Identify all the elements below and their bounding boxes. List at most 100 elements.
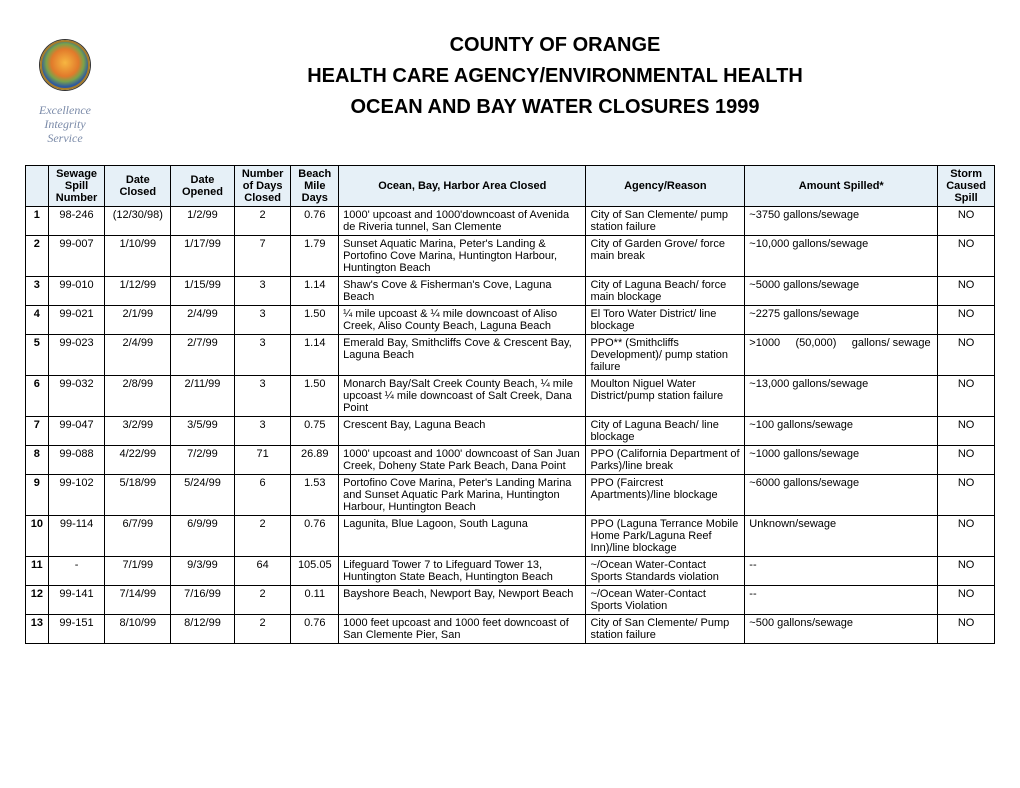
table-cell: 10 <box>26 516 49 557</box>
table-cell: 3 <box>234 376 291 417</box>
table-cell: Sunset Aquatic Marina, Peter's Landing &… <box>339 236 586 277</box>
table-cell: NO <box>938 557 995 586</box>
table-row: 198-246(12/30/98)1/2/9920.761000' upcoas… <box>26 207 995 236</box>
table-cell: ~100 gallons/sewage <box>745 417 938 446</box>
table-cell: NO <box>938 306 995 335</box>
table-cell: 2 <box>234 207 291 236</box>
table-cell: >1000 (50,000) gallons/ sewage <box>745 335 938 376</box>
table-cell: 6/7/99 <box>105 516 171 557</box>
table-cell: 99-141 <box>48 586 105 615</box>
table-cell: 99-010 <box>48 277 105 306</box>
table-cell: 7/1/99 <box>105 557 171 586</box>
table-cell: City of Laguna Beach/ line blockage <box>586 417 745 446</box>
col-header: Sewage Spill Number <box>48 166 105 207</box>
table-cell: 6 <box>234 475 291 516</box>
table-cell: Bayshore Beach, Newport Bay, Newport Bea… <box>339 586 586 615</box>
page-header: Excellence Integrity Service COUNTY OF O… <box>25 30 995 145</box>
table-cell: 2 <box>234 586 291 615</box>
table-cell: Emerald Bay, Smithcliffs Cove & Crescent… <box>339 335 586 376</box>
table-row: 899-0884/22/997/2/997126.891000' upcoast… <box>26 446 995 475</box>
table-row: 999-1025/18/995/24/9961.53Portofino Cove… <box>26 475 995 516</box>
table-cell: 1/17/99 <box>171 236 235 277</box>
table-cell: 1/2/99 <box>171 207 235 236</box>
motto-line: Excellence <box>39 104 91 118</box>
table-cell: 1.14 <box>291 335 339 376</box>
table-head: Sewage Spill Number Date Closed Date Ope… <box>26 166 995 207</box>
table-cell: 3 <box>234 306 291 335</box>
table-cell: NO <box>938 207 995 236</box>
table-cell: 13 <box>26 615 49 644</box>
table-cell: Lagunita, Blue Lagoon, South Laguna <box>339 516 586 557</box>
col-header: Date Opened <box>171 166 235 207</box>
table-row: 1099-1146/7/996/9/9920.76Lagunita, Blue … <box>26 516 995 557</box>
table-cell: 9/3/99 <box>171 557 235 586</box>
table-cell: 8 <box>26 446 49 475</box>
motto-block: Excellence Integrity Service <box>39 104 91 145</box>
table-cell: NO <box>938 446 995 475</box>
table-cell: 99-007 <box>48 236 105 277</box>
col-header: Number of Days Closed <box>234 166 291 207</box>
table-cell: City of Garden Grove/ force main break <box>586 236 745 277</box>
table-cell: ~2275 gallons/sewage <box>745 306 938 335</box>
table-cell: 7 <box>234 236 291 277</box>
table-cell: 99-102 <box>48 475 105 516</box>
table-cell: 7 <box>26 417 49 446</box>
table-cell: 0.11 <box>291 586 339 615</box>
table-cell: PPO (Laguna Terrance Mobile Home Park/La… <box>586 516 745 557</box>
table-cell: 99-021 <box>48 306 105 335</box>
table-cell: 1000' upcoast and 1000' downcoast of San… <box>339 446 586 475</box>
table-cell: 2/1/99 <box>105 306 171 335</box>
col-header <box>26 166 49 207</box>
table-cell: City of Laguna Beach/ force main blockag… <box>586 277 745 306</box>
table-cell: 99-023 <box>48 335 105 376</box>
table-cell: 5/18/99 <box>105 475 171 516</box>
col-header: Date Closed <box>105 166 171 207</box>
table-cell: 1 <box>26 207 49 236</box>
table-cell: - <box>48 557 105 586</box>
table-cell: 71 <box>234 446 291 475</box>
table-cell: 2/4/99 <box>171 306 235 335</box>
title-block: COUNTY OF ORANGE HEALTH CARE AGENCY/ENVI… <box>115 30 995 123</box>
table-cell: Lifeguard Tower 7 to Lifeguard Tower 13,… <box>339 557 586 586</box>
table-cell: ~6000 gallons/sewage <box>745 475 938 516</box>
logo-block: Excellence Integrity Service <box>25 30 105 145</box>
table-cell: ~/Ocean Water-Contact Sports Standards v… <box>586 557 745 586</box>
table-row: 599-0232/4/992/7/9931.14Emerald Bay, Smi… <box>26 335 995 376</box>
table-cell: PPO (California Department of Parks)/lin… <box>586 446 745 475</box>
table-cell: City of San Clemente/ Pump station failu… <box>586 615 745 644</box>
table-cell: 2 <box>234 615 291 644</box>
table-cell: PPO** (Smithcliffs Development)/ pump st… <box>586 335 745 376</box>
table-cell: PPO (Faircrest Apartments)/line blockage <box>586 475 745 516</box>
table-cell: 99-047 <box>48 417 105 446</box>
table-cell: 2/11/99 <box>171 376 235 417</box>
table-cell: Monarch Bay/Salt Creek County Beach, ¼ m… <box>339 376 586 417</box>
table-cell: 1000 feet upcoast and 1000 feet downcoas… <box>339 615 586 644</box>
table-cell: 6 <box>26 376 49 417</box>
motto-line: Integrity <box>39 118 91 132</box>
table-cell: 3/2/99 <box>105 417 171 446</box>
table-cell: -- <box>745 557 938 586</box>
table-row: 399-0101/12/991/15/9931.14Shaw's Cove & … <box>26 277 995 306</box>
table-cell: 1/15/99 <box>171 277 235 306</box>
table-cell: ~5000 gallons/sewage <box>745 277 938 306</box>
table-cell: ¼ mile upcoast & ¼ mile downcoast of Ali… <box>339 306 586 335</box>
table-cell: 4 <box>26 306 49 335</box>
table-cell: 64 <box>234 557 291 586</box>
document-page: Excellence Integrity Service COUNTY OF O… <box>0 0 1020 788</box>
table-cell: 99-151 <box>48 615 105 644</box>
table-cell: NO <box>938 615 995 644</box>
table-cell: 9 <box>26 475 49 516</box>
table-cell: ~3750 gallons/sewage <box>745 207 938 236</box>
table-cell: 7/16/99 <box>171 586 235 615</box>
table-cell: ~500 gallons/sewage <box>745 615 938 644</box>
table-cell: 1.50 <box>291 376 339 417</box>
table-cell: NO <box>938 236 995 277</box>
motto-line: Service <box>39 132 91 146</box>
table-cell: NO <box>938 277 995 306</box>
table-cell: 12 <box>26 586 49 615</box>
table-row: 499-0212/1/992/4/9931.50¼ mile upcoast &… <box>26 306 995 335</box>
table-cell: NO <box>938 335 995 376</box>
table-cell: 105.05 <box>291 557 339 586</box>
table-cell: 2 <box>234 516 291 557</box>
table-cell: 1000' upcoast and 1000'downcoast of Aven… <box>339 207 586 236</box>
